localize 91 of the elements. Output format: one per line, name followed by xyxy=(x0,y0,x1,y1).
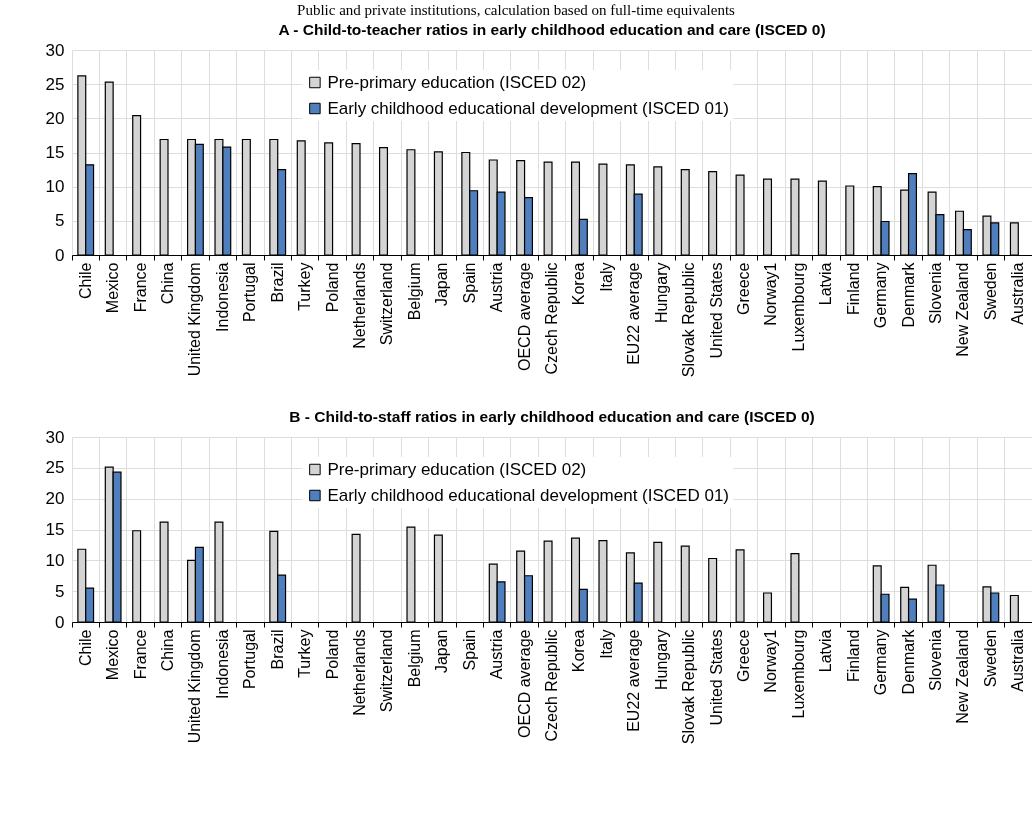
y-tick-label: 0 xyxy=(55,612,65,632)
x-tick-label: France xyxy=(131,262,149,313)
y-tick-label: 25 xyxy=(45,74,65,94)
legend-label: Early childhood educational development (ISCED 01) xyxy=(327,98,730,118)
x-tick-label: Austria xyxy=(488,262,506,313)
x-tick-label: Slovak Republic xyxy=(680,262,698,378)
x-tick-label: Indonesia xyxy=(213,262,231,332)
x-tick-label: Mexico xyxy=(104,629,122,681)
x-tick-label: Brazil xyxy=(268,629,286,670)
x-tick-label: Brazil xyxy=(268,262,286,303)
x-tick-label: France xyxy=(131,629,149,680)
x-tick-label: Mexico xyxy=(104,262,122,314)
x-tick-label: Denmark xyxy=(899,261,917,328)
x-tick-label: China xyxy=(159,629,176,672)
x-tick-label: Denmark xyxy=(899,628,917,695)
y-tick-label: 15 xyxy=(45,143,65,162)
y-tick-label: 30 xyxy=(45,427,65,447)
x-tick-label: Chile xyxy=(76,629,94,666)
x-tick-label: United Kingdom xyxy=(186,262,204,377)
x-tick-label: New Zealand xyxy=(954,629,972,724)
x-tick-label: Austria xyxy=(488,629,506,680)
y-tick-label: 20 xyxy=(45,108,65,128)
x-tick-label: United Kingdom xyxy=(186,629,204,744)
x-tick-label: OECD average xyxy=(515,629,533,738)
legend-label: Early childhood educational development (ISCED 01) xyxy=(327,485,730,505)
x-tick-label: China xyxy=(159,262,176,305)
x-tick-label: Japan xyxy=(433,629,451,674)
x-tick-label: Belgium xyxy=(405,629,423,688)
x-tick-label: Turkey xyxy=(296,262,314,311)
x-tick-label: Sweden xyxy=(981,262,999,321)
x-tick-label: OECD average xyxy=(515,262,533,371)
y-tick-label: 10 xyxy=(45,550,65,570)
x-tick-label: Korea xyxy=(570,262,588,306)
x-tick-label: Slovenia xyxy=(927,629,944,691)
x-tick-label: United States xyxy=(707,262,725,359)
x-tick-label: EU22 average xyxy=(625,262,643,365)
x-tick-label: EU22 average xyxy=(625,629,643,732)
x-tick-label: Germany xyxy=(872,262,890,329)
x-tick-label: Norway1 xyxy=(762,629,780,693)
chart-title: B - Child-to-staff ratios in early childhood education and care (ISCED 0) xyxy=(289,407,815,425)
x-tick-label: Slovenia xyxy=(927,262,944,324)
y-tick-label: 5 xyxy=(55,211,65,231)
x-tick-label: Turkey xyxy=(296,629,314,678)
x-tick-label: Finland xyxy=(844,262,862,315)
x-tick-label: Indonesia xyxy=(213,629,231,699)
x-tick-label: Poland xyxy=(323,629,341,680)
x-tick-label: Czech Republic xyxy=(543,262,560,375)
x-tick-label: Switzerland xyxy=(378,262,396,346)
x-tick-label: Czech Republic xyxy=(543,629,560,742)
x-tick-label: Spain xyxy=(460,629,478,671)
x-tick-label: Australia xyxy=(1009,262,1027,325)
y-tick-label: 0 xyxy=(55,245,65,265)
x-tick-label: Luxembourg xyxy=(789,629,807,719)
x-tick-label: Japan xyxy=(433,262,451,307)
x-tick-label: Hungary xyxy=(652,262,670,323)
x-tick-label: Germany xyxy=(872,629,890,696)
y-tick-label: 20 xyxy=(45,489,65,509)
x-tick-label: New Zealand xyxy=(954,262,972,357)
x-tick-label: Italy xyxy=(597,629,615,659)
chart-title: A - Child-to-teacher ratios in early childhood education and care (ISCED 0) xyxy=(278,20,826,38)
x-tick-label: Switzerland xyxy=(378,629,396,713)
x-tick-label: Greece xyxy=(735,629,752,682)
y-tick-label: 25 xyxy=(45,458,65,478)
x-tick-label: Netherlands xyxy=(351,262,368,349)
y-tick-label: 5 xyxy=(55,581,65,601)
legend-label: Pre-primary education (ISCED 02) xyxy=(327,459,587,479)
x-tick-label: Sweden xyxy=(981,629,999,688)
x-tick-label: Chile xyxy=(76,262,94,299)
legend-label: Pre-primary education (ISCED 02) xyxy=(327,72,587,92)
x-tick-label: Latvia xyxy=(817,262,835,306)
x-tick-label: Belgium xyxy=(405,262,423,321)
x-tick-label: Australia xyxy=(1009,629,1027,692)
x-tick-label: Spain xyxy=(460,262,478,304)
y-tick-label: 30 xyxy=(45,40,65,60)
x-tick-label: Poland xyxy=(323,262,341,313)
y-tick-label: 15 xyxy=(45,520,65,539)
x-tick-label: Hungary xyxy=(652,629,670,690)
x-tick-label: Luxembourg xyxy=(789,262,807,352)
x-tick-label: United States xyxy=(707,629,725,726)
x-tick-label: Portugal xyxy=(241,629,259,690)
x-tick-label: Finland xyxy=(844,629,862,682)
y-tick-label: 10 xyxy=(45,177,65,197)
x-tick-label: Netherlands xyxy=(351,629,368,716)
x-tick-label: Slovak Republic xyxy=(680,629,698,745)
chart-subtitle: Public and private institutions, calculation based on full-time equivalents xyxy=(296,1,736,20)
x-tick-label: Korea xyxy=(570,629,588,673)
x-tick-label: Greece xyxy=(735,262,752,315)
x-tick-label: Norway1 xyxy=(762,262,780,326)
x-tick-label: Italy xyxy=(597,262,615,292)
x-tick-label: Latvia xyxy=(817,629,835,673)
x-tick-label: Portugal xyxy=(241,262,259,323)
